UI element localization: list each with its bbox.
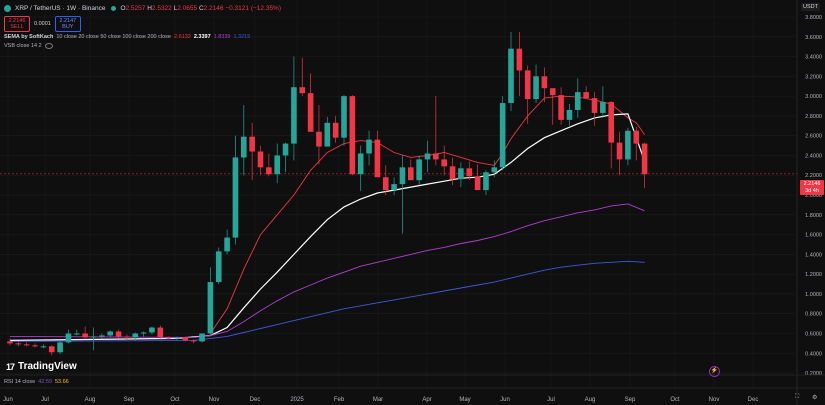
rsi-indicator-legend[interactable]: RSI 14 close 42.59 53.66 <box>4 379 69 385</box>
fullscreen-button[interactable]: ⛶ <box>795 394 800 400</box>
buy-button[interactable]: 2.2147 BUY <box>54 16 81 32</box>
svg-text:Jun: Jun <box>500 397 510 403</box>
chart-legend: XRP / TetherUS · 1W · Binance O2.5257 H2… <box>4 3 281 50</box>
svg-text:Jun: Jun <box>3 397 13 403</box>
svg-text:Jul: Jul <box>547 397 555 403</box>
svg-text:Feb: Feb <box>334 397 345 403</box>
svg-text:3.4000: 3.4000 <box>805 55 822 61</box>
svg-text:0.4000: 0.4000 <box>805 351 822 357</box>
spread-value: 0.0001 <box>34 21 51 27</box>
change-value: −0.3121 (−12.35%) <box>225 5 281 12</box>
svg-text:Sep: Sep <box>124 397 135 403</box>
svg-text:Nov: Nov <box>709 397 720 403</box>
svg-text:Apr: Apr <box>422 397 431 403</box>
svg-text:Oct: Oct <box>670 397 680 403</box>
svg-text:2.2000: 2.2000 <box>805 173 822 179</box>
visibility-eye-icon[interactable] <box>44 42 53 49</box>
symbol-row: XRP / TetherUS · 1W · Binance O2.5257 H2… <box>4 3 281 14</box>
xrp-symbol-icon <box>4 5 11 12</box>
svg-text:1.4000: 1.4000 <box>805 252 822 258</box>
tradingview-logo-icon: 17 <box>6 361 15 372</box>
market-open-status-icon <box>111 6 117 11</box>
trade-buttons: 2.2146 SELL 0.0001 2.2147 BUY <box>4 16 281 32</box>
sema-indicator-legend[interactable]: SEMA by SoftKach 10 close 20 close 50 cl… <box>4 33 251 40</box>
svg-text:Mar: Mar <box>373 397 383 403</box>
svg-text:1.0000: 1.0000 <box>805 292 822 298</box>
svg-text:Oct: Oct <box>170 397 180 403</box>
svg-text:2.4000: 2.4000 <box>805 153 822 159</box>
svg-text:May: May <box>459 397 470 403</box>
svg-text:Dec: Dec <box>250 397 261 403</box>
tradingview-logo: 17 TradingView <box>6 361 77 372</box>
settings-icon[interactable]: ⚙ <box>812 395 818 401</box>
svg-text:Dec: Dec <box>748 397 759 403</box>
svg-text:Aug: Aug <box>585 397 596 403</box>
svg-text:0.6000: 0.6000 <box>805 331 822 337</box>
svg-text:Nov: Nov <box>209 397 220 403</box>
svg-text:Aug: Aug <box>85 397 96 403</box>
svg-text:1.8000: 1.8000 <box>805 213 822 219</box>
svg-text:3.6000: 3.6000 <box>805 35 822 41</box>
svg-text:2.0000: 2.0000 <box>805 193 822 199</box>
sell-button[interactable]: 2.2146 SELL <box>4 16 30 32</box>
svg-text:3.8000: 3.8000 <box>805 15 822 21</box>
svg-text:0.2000: 0.2000 <box>805 371 822 377</box>
svg-text:2.6000: 2.6000 <box>805 134 822 140</box>
svg-text:3.0000: 3.0000 <box>805 94 822 100</box>
flash-event-icon[interactable]: ⚡ <box>709 366 720 377</box>
svg-text:Jul: Jul <box>41 397 49 403</box>
currency-selector[interactable]: USDT <box>801 3 820 11</box>
svg-text:Sep: Sep <box>625 397 636 403</box>
symbol-title[interactable]: XRP / TetherUS · 1W · Binance <box>15 5 106 12</box>
ohlc-values: O2.5257 H2.5322 L2.0655 C2.2146 −0.3121 … <box>120 5 281 12</box>
svg-text:1.2000: 1.2000 <box>805 272 822 278</box>
svg-text:0.8000: 0.8000 <box>805 312 822 318</box>
svg-text:3.2000: 3.2000 <box>805 74 822 80</box>
svg-text:1.6000: 1.6000 <box>805 233 822 239</box>
svg-text:2.8000: 2.8000 <box>805 114 822 120</box>
current-price-tag: 2.2146 3d 4h <box>800 180 824 195</box>
vsb-indicator-legend[interactable]: VSB close 14 2 <box>4 41 281 50</box>
svg-text:2025: 2025 <box>290 397 304 403</box>
